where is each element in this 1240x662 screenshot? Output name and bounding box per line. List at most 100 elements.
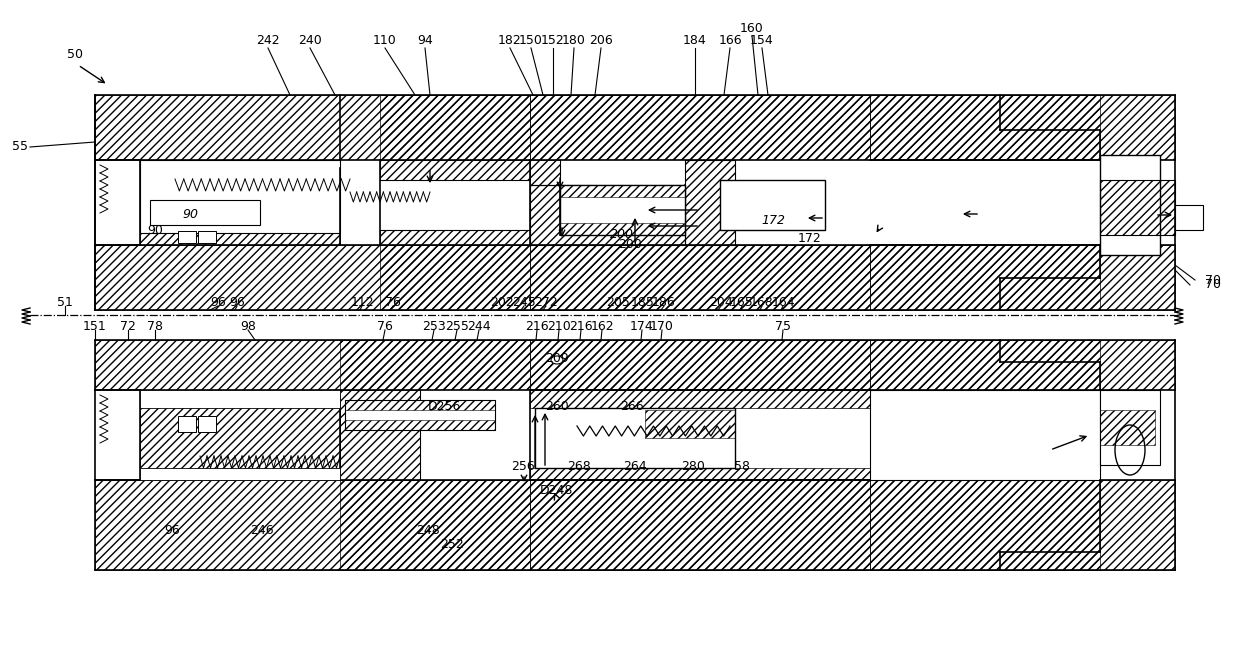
Text: 150: 150: [520, 34, 543, 46]
Text: 168: 168: [750, 295, 774, 308]
Bar: [95, 390, 1176, 480]
Text: 76: 76: [377, 320, 393, 332]
Text: 162: 162: [590, 320, 614, 332]
Bar: [95, 340, 1176, 390]
Bar: [529, 185, 684, 245]
Text: 160: 160: [740, 21, 764, 34]
Text: 51: 51: [57, 295, 73, 308]
Bar: [379, 230, 529, 245]
Bar: [529, 480, 870, 570]
Text: 58: 58: [734, 459, 750, 473]
Bar: [140, 390, 340, 480]
Text: 186: 186: [652, 295, 676, 308]
Text: 170: 170: [650, 320, 673, 332]
Text: 252: 252: [440, 538, 464, 551]
Bar: [140, 468, 340, 480]
Text: 202: 202: [490, 295, 513, 308]
Bar: [379, 245, 529, 310]
Bar: [340, 480, 529, 570]
Bar: [645, 410, 735, 438]
Text: 172: 172: [761, 214, 785, 226]
Text: 110: 110: [373, 34, 397, 46]
Text: 96: 96: [164, 524, 180, 536]
Bar: [95, 245, 1176, 310]
Text: 112: 112: [350, 295, 373, 308]
Bar: [140, 233, 340, 245]
Text: 264: 264: [624, 459, 647, 473]
Bar: [1100, 390, 1159, 465]
Text: 70: 70: [1205, 273, 1221, 287]
Text: 174: 174: [630, 320, 653, 332]
Text: 204: 204: [709, 295, 733, 308]
Text: 200: 200: [610, 228, 634, 242]
Text: 210: 210: [547, 320, 570, 332]
Text: 72: 72: [120, 320, 136, 332]
Text: 151: 151: [83, 320, 107, 332]
Bar: [529, 95, 870, 160]
Bar: [95, 160, 1176, 245]
Bar: [1100, 155, 1159, 255]
Text: 205: 205: [606, 295, 630, 308]
Text: 182: 182: [498, 34, 522, 46]
Text: 209: 209: [546, 352, 569, 365]
Text: 165: 165: [730, 295, 754, 308]
Text: 206: 206: [589, 34, 613, 46]
Bar: [345, 420, 495, 430]
Bar: [560, 223, 684, 235]
Text: 55: 55: [12, 140, 29, 154]
Bar: [150, 200, 260, 225]
Bar: [720, 180, 825, 230]
Text: 253: 253: [422, 320, 446, 332]
Bar: [140, 160, 340, 168]
Text: 78: 78: [148, 320, 162, 332]
Text: 96: 96: [210, 295, 226, 308]
Text: 200: 200: [618, 238, 642, 252]
Bar: [340, 340, 529, 390]
Bar: [560, 185, 684, 235]
Text: 152: 152: [541, 34, 565, 46]
Bar: [379, 160, 529, 180]
Text: 172: 172: [799, 232, 822, 244]
Text: 166: 166: [718, 34, 742, 46]
Text: 154: 154: [750, 34, 774, 46]
Bar: [870, 390, 1100, 480]
Text: 246: 246: [250, 524, 274, 536]
Text: 256: 256: [511, 459, 534, 473]
Bar: [1100, 410, 1154, 445]
Text: 50: 50: [67, 48, 83, 62]
Text: 184: 184: [683, 34, 707, 46]
Text: 245: 245: [512, 295, 536, 308]
Text: 75: 75: [775, 320, 791, 332]
Text: 98: 98: [241, 320, 255, 332]
Text: 216: 216: [526, 320, 549, 332]
Bar: [345, 400, 495, 430]
Bar: [179, 231, 196, 243]
Text: 96: 96: [229, 295, 244, 308]
Bar: [529, 160, 560, 185]
Text: 70: 70: [1205, 279, 1221, 291]
Text: 185: 185: [631, 295, 655, 308]
Text: 255: 255: [445, 320, 469, 332]
Text: 90: 90: [148, 224, 162, 236]
Bar: [179, 416, 196, 432]
Bar: [140, 390, 340, 408]
Text: 280: 280: [681, 459, 704, 473]
Text: 180: 180: [562, 34, 587, 46]
Text: 94: 94: [417, 34, 433, 46]
Text: D248: D248: [539, 483, 573, 496]
Bar: [140, 160, 340, 233]
Bar: [529, 390, 870, 408]
Text: D256: D256: [428, 399, 461, 412]
Bar: [529, 468, 870, 480]
Bar: [345, 400, 495, 410]
Text: 90: 90: [182, 207, 198, 220]
Text: 242: 242: [257, 34, 280, 46]
Text: 244: 244: [467, 320, 491, 332]
Bar: [870, 95, 1100, 160]
Bar: [1100, 180, 1176, 235]
Text: 260: 260: [546, 399, 569, 412]
Bar: [95, 480, 1176, 570]
Bar: [1176, 205, 1203, 230]
Bar: [379, 95, 529, 160]
Text: 240: 240: [298, 34, 322, 46]
